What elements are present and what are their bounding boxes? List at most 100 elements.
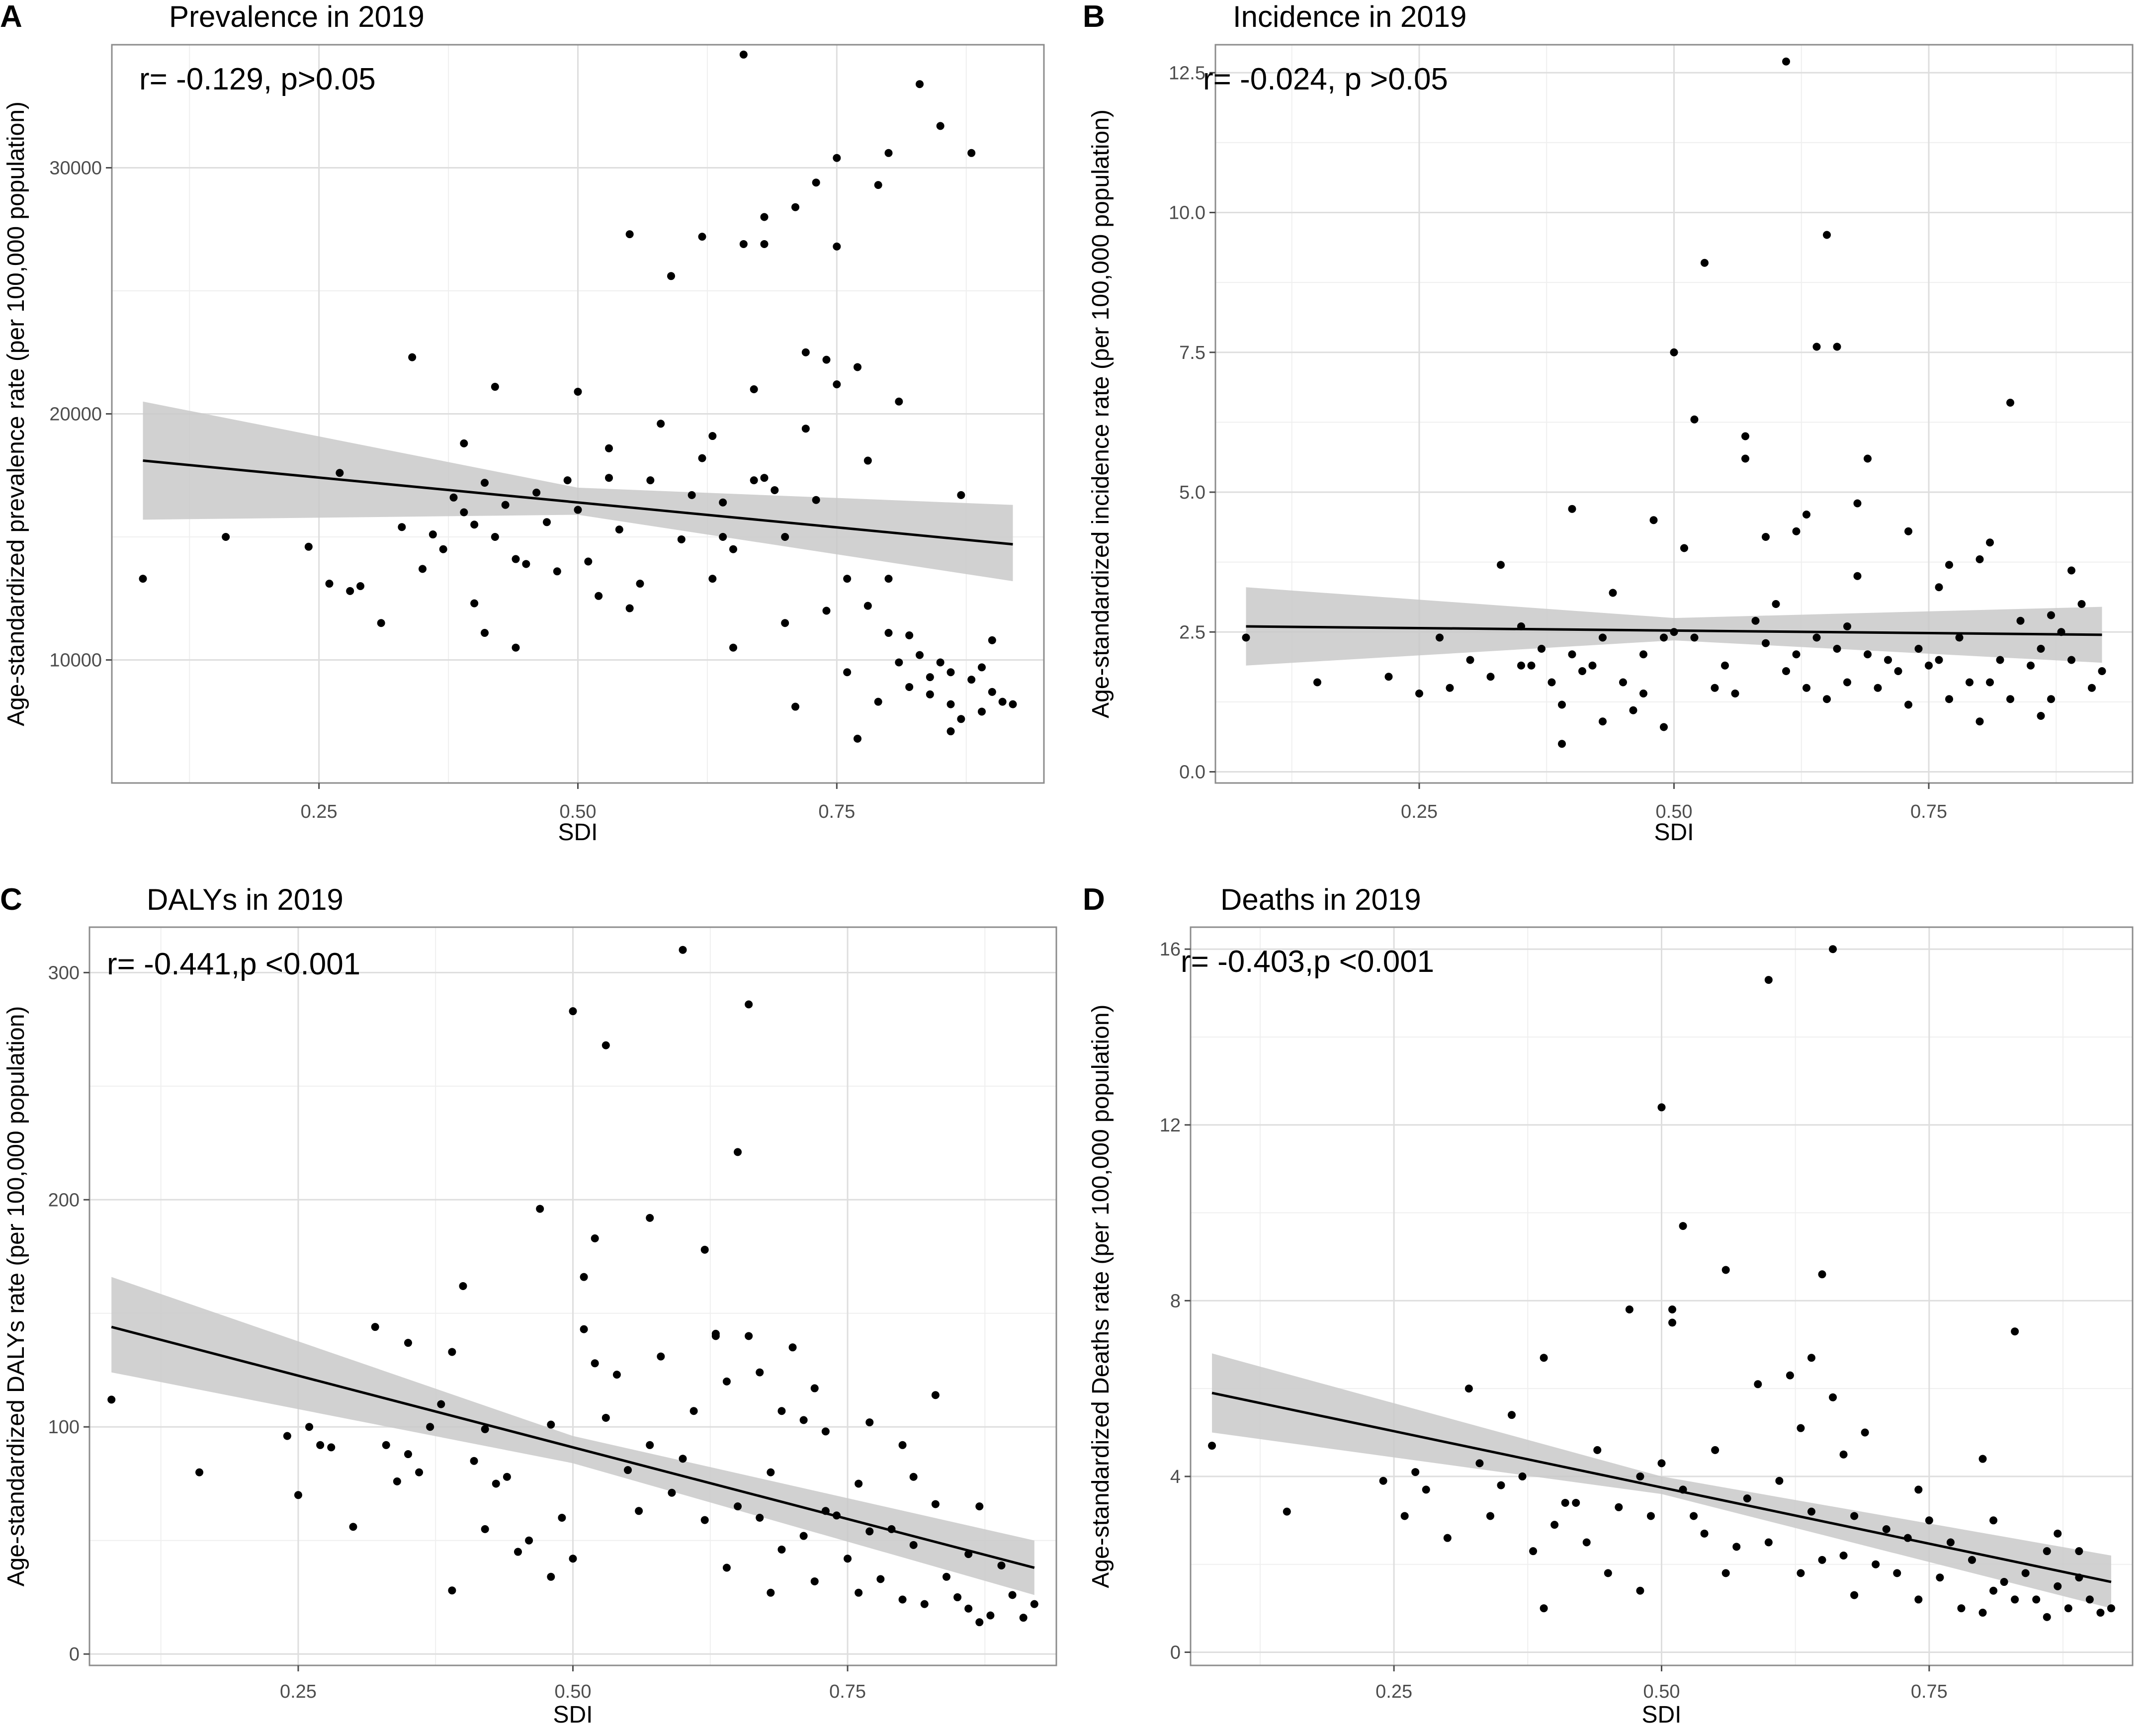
data-point	[722, 1563, 731, 1572]
data-point	[492, 1479, 500, 1488]
data-point	[667, 272, 675, 280]
data-point	[553, 567, 561, 576]
data-point	[905, 683, 914, 691]
data-point	[1558, 700, 1566, 709]
data-point	[2032, 1595, 2041, 1604]
x-tick-label: 0.50	[1656, 801, 1693, 822]
x-tick-label: 0.75	[1911, 1681, 1948, 1702]
panel-b: B Incidence in 2019 0.25 0.50 0.75 0.0 2.5 5.…	[1083, 0, 2134, 846]
data-point	[1772, 600, 1780, 608]
data-point	[1639, 690, 1647, 697]
data-point	[812, 178, 820, 187]
data-point	[719, 533, 727, 541]
data-point	[2000, 1578, 2008, 1586]
data-point	[481, 1525, 489, 1533]
y-tick-label: 4	[1170, 1467, 1181, 1487]
data-point	[777, 1407, 786, 1415]
data-point	[978, 707, 986, 716]
y-tick-label: 200	[48, 1190, 80, 1211]
data-point	[437, 1400, 445, 1408]
data-point	[304, 542, 313, 551]
x-tick-label: 0.50	[555, 1681, 592, 1702]
data-point	[931, 1500, 940, 1508]
x-tick-label: 0.25	[280, 1681, 317, 1702]
data-point	[1945, 695, 1953, 703]
data-point	[139, 575, 147, 583]
regression-line	[111, 1325, 1035, 1569]
data-point	[1701, 259, 1709, 267]
data-point	[1975, 555, 1984, 563]
data-point	[1639, 650, 1647, 659]
data-point	[833, 242, 841, 251]
data-point	[584, 557, 593, 566]
data-point	[1466, 656, 1474, 664]
data-point	[865, 1418, 874, 1427]
data-point	[1829, 1393, 1837, 1401]
data-point	[325, 580, 334, 588]
data-point	[1823, 231, 1831, 239]
data-point	[1443, 1534, 1452, 1542]
data-point	[843, 575, 852, 583]
data-point	[801, 425, 810, 433]
data-point	[1966, 678, 1974, 687]
data-point	[898, 1595, 907, 1604]
data-point	[700, 1516, 709, 1524]
x-axis-label: SDI	[1654, 819, 1694, 846]
data-point	[1700, 1529, 1709, 1538]
data-point	[833, 154, 841, 162]
data-point	[2043, 1547, 2051, 1556]
data-point	[512, 643, 520, 652]
data-point	[863, 456, 872, 465]
data-point	[371, 1323, 379, 1331]
x-tick-label: 0.50	[560, 801, 597, 822]
data-point	[2054, 1529, 2062, 1538]
data-point	[1874, 684, 1882, 692]
data-point	[448, 1586, 456, 1595]
data-point	[2085, 1595, 2094, 1604]
confidence-band	[143, 401, 1013, 582]
data-point	[1578, 667, 1586, 675]
data-point	[2047, 611, 2055, 619]
data-point	[855, 1588, 863, 1597]
data-point	[756, 1368, 764, 1377]
data-point	[760, 474, 769, 482]
data-point	[771, 486, 779, 494]
data-point	[810, 1384, 819, 1392]
data-point	[1242, 633, 1250, 642]
data-point	[874, 697, 882, 706]
data-point	[895, 658, 903, 667]
data-point	[821, 1427, 830, 1436]
data-point	[615, 525, 623, 534]
y-tick-label: 16	[1160, 939, 1181, 960]
data-point	[398, 523, 406, 531]
data-point	[767, 1588, 775, 1597]
data-point	[1853, 499, 1862, 508]
data-point	[1807, 1354, 1815, 1362]
confidence-band	[1246, 587, 2102, 666]
data-point	[1379, 1476, 1387, 1485]
data-point	[605, 444, 613, 452]
data-point	[843, 668, 852, 677]
data-point	[1670, 348, 1678, 356]
data-point	[760, 240, 769, 248]
data-point	[2047, 695, 2055, 703]
data-point	[946, 668, 955, 677]
data-point	[2064, 1604, 2072, 1613]
data-point	[657, 1352, 665, 1361]
y-tick-label: 20000	[49, 404, 102, 425]
data-point	[734, 1148, 742, 1156]
data-point	[916, 651, 924, 659]
data-point	[536, 1205, 544, 1213]
data-point	[1646, 1512, 1655, 1520]
data-point	[2096, 1608, 2105, 1617]
data-point	[931, 1391, 940, 1399]
data-point	[2011, 1327, 2019, 1336]
data-point	[449, 493, 458, 502]
data-point	[470, 599, 479, 608]
data-point	[448, 1348, 456, 1356]
data-point	[2107, 1604, 2115, 1613]
x-axis-label: SDI	[558, 819, 598, 846]
data-point	[668, 1488, 676, 1497]
data-point	[429, 530, 437, 539]
